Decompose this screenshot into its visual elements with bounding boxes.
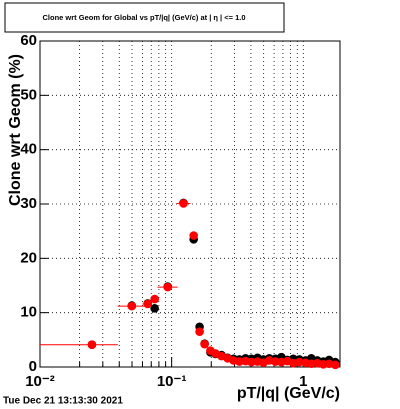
data-point <box>330 360 340 370</box>
data-point <box>163 282 172 292</box>
data-point <box>200 339 209 349</box>
x-tick-label: 10⁻¹ <box>157 373 187 390</box>
data-point <box>150 304 159 313</box>
x-tick-label: 10⁻² <box>25 373 55 390</box>
y-axis-label: Clone wrt Geom (%) <box>7 54 24 206</box>
y-tick-label: 20 <box>20 249 37 266</box>
data-point <box>195 327 204 336</box>
data-point <box>150 294 159 304</box>
y-tick-label: 30 <box>20 195 37 212</box>
data-point <box>127 301 137 311</box>
data-point <box>143 299 153 309</box>
data-point <box>189 231 198 240</box>
data-point <box>295 357 304 367</box>
title-box <box>4 2 285 33</box>
y-tick-label: 40 <box>20 141 37 158</box>
data-point <box>87 340 97 350</box>
y-tick-label: 10 <box>20 304 37 321</box>
footer-date: Tue Dec 21 13:13:30 2021 <box>3 396 123 407</box>
x-axis-label: pT/|q| (GeV/c) <box>237 385 340 402</box>
chart-title: Clone wrt Geom for Global vs pT/|q| (GeV… <box>42 13 245 22</box>
y-tick-label: 50 <box>20 86 37 103</box>
x-tick-label: 1 <box>299 373 307 390</box>
y-tick-label: 0 <box>29 358 37 375</box>
data-point <box>179 199 188 208</box>
y-tick-label: 60 <box>20 32 37 49</box>
